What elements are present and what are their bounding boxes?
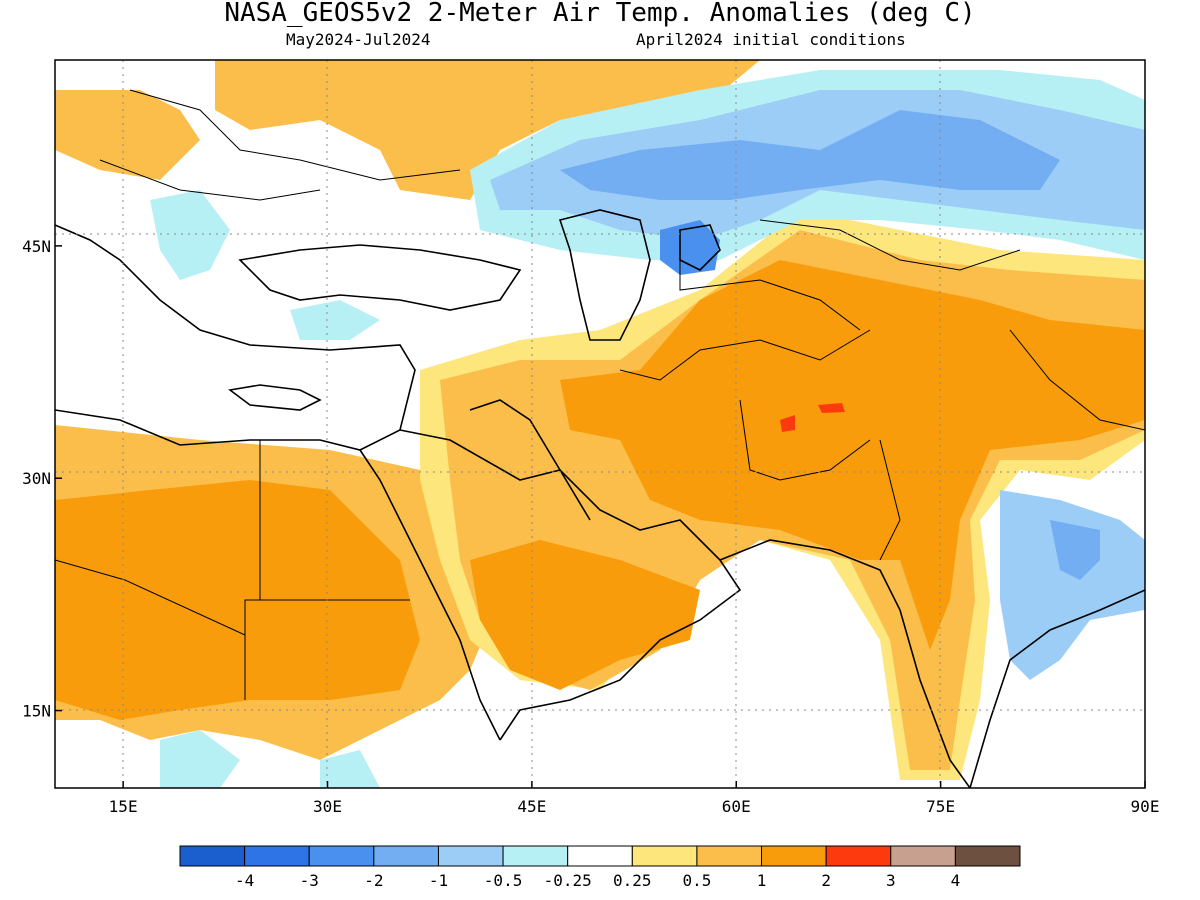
- coastlines: [55, 209, 1145, 788]
- map-title: NASA_GEOS5v2 2-Meter Air Temp. Anomalies…: [224, 0, 976, 28]
- anomaly-field: [55, 60, 1145, 788]
- colorbar-swatch: [502, 845, 569, 867]
- colorbar-label: -4: [235, 871, 254, 890]
- grid-lines: [55, 60, 1145, 788]
- country-borders: [55, 89, 1145, 700]
- colorbar-label: -2: [364, 871, 383, 890]
- cool-region-balkans: [150, 190, 230, 280]
- cool-region-india-core: [1050, 520, 1100, 580]
- cool-region-india: [1000, 490, 1145, 680]
- lon-tick-label: 15E: [109, 797, 138, 816]
- colorbar-label: 1: [757, 871, 767, 890]
- initial-conditions: April2024 initial conditions: [636, 30, 906, 49]
- colorbar-swatch: [890, 845, 956, 867]
- lon-tick-label: 45E: [517, 797, 546, 816]
- hot-spot-afghanistan: [780, 415, 795, 432]
- hot-spot-afghanistan-2: [818, 403, 845, 413]
- colorbar-swatch: [179, 845, 246, 867]
- warm-region-core-iran: [560, 260, 1145, 650]
- cool-region-anatolia: [290, 300, 380, 340]
- colorbar-label: -0.25: [544, 871, 592, 890]
- forecast-period: May2024-Jul2024: [286, 30, 431, 49]
- cool-region-caspian: [660, 220, 720, 275]
- cool-region-ethiopia: [320, 750, 380, 788]
- lon-tick-label: 30E: [313, 797, 342, 816]
- colorbar-label: 0.25: [613, 871, 652, 890]
- colorbar-swatch: [244, 845, 310, 867]
- warm-region-light-west: [55, 90, 200, 180]
- warm-region-light-north: [215, 60, 760, 200]
- lat-tick-label: 30N: [22, 469, 51, 488]
- colorbar-label: -1: [429, 871, 448, 890]
- cool-region-africa-south: [160, 730, 240, 788]
- map-frame: [54, 59, 1146, 789]
- lat-tick-label: 45N: [22, 237, 51, 256]
- colorbar-swatch: [631, 845, 698, 867]
- cool-region-core-north: [560, 110, 1060, 200]
- warm-region-core-arabia: [470, 540, 700, 690]
- axis-ticks: [55, 245, 1146, 788]
- colorbar-swatch: [567, 845, 633, 867]
- warm-region-core-africa: [55, 480, 420, 720]
- colorbar-label: -3: [300, 871, 319, 890]
- colorbar-swatch: [437, 845, 504, 867]
- colorbar-swatch: [761, 845, 827, 867]
- colorbar-swatch: [825, 845, 892, 867]
- lon-tick-label: 60E: [722, 797, 751, 816]
- colorbar-swatch: [308, 845, 375, 867]
- colorbar: -4 -3 -2 -1 -0.5 -0.25 0.25 0.5 1 2 3 4: [179, 845, 1021, 890]
- lon-tick-label: 75E: [926, 797, 955, 816]
- colorbar-label: 2: [821, 871, 831, 890]
- lat-tick-label: 15N: [22, 702, 51, 721]
- colorbar-label: 0.5: [682, 871, 711, 890]
- colorbar-swatch: [696, 845, 763, 867]
- colorbar-label: 3: [886, 871, 896, 890]
- colorbar-label: -0.5: [484, 871, 523, 890]
- colorbar-swatch: [954, 845, 1021, 867]
- lon-tick-label: 90E: [1131, 797, 1160, 816]
- colorbar-label: 4: [951, 871, 961, 890]
- axis-labels: 15E 30E 45E 60E 75E 90E 15N 30N 45N: [22, 237, 1159, 816]
- colorbar-swatch: [373, 845, 439, 867]
